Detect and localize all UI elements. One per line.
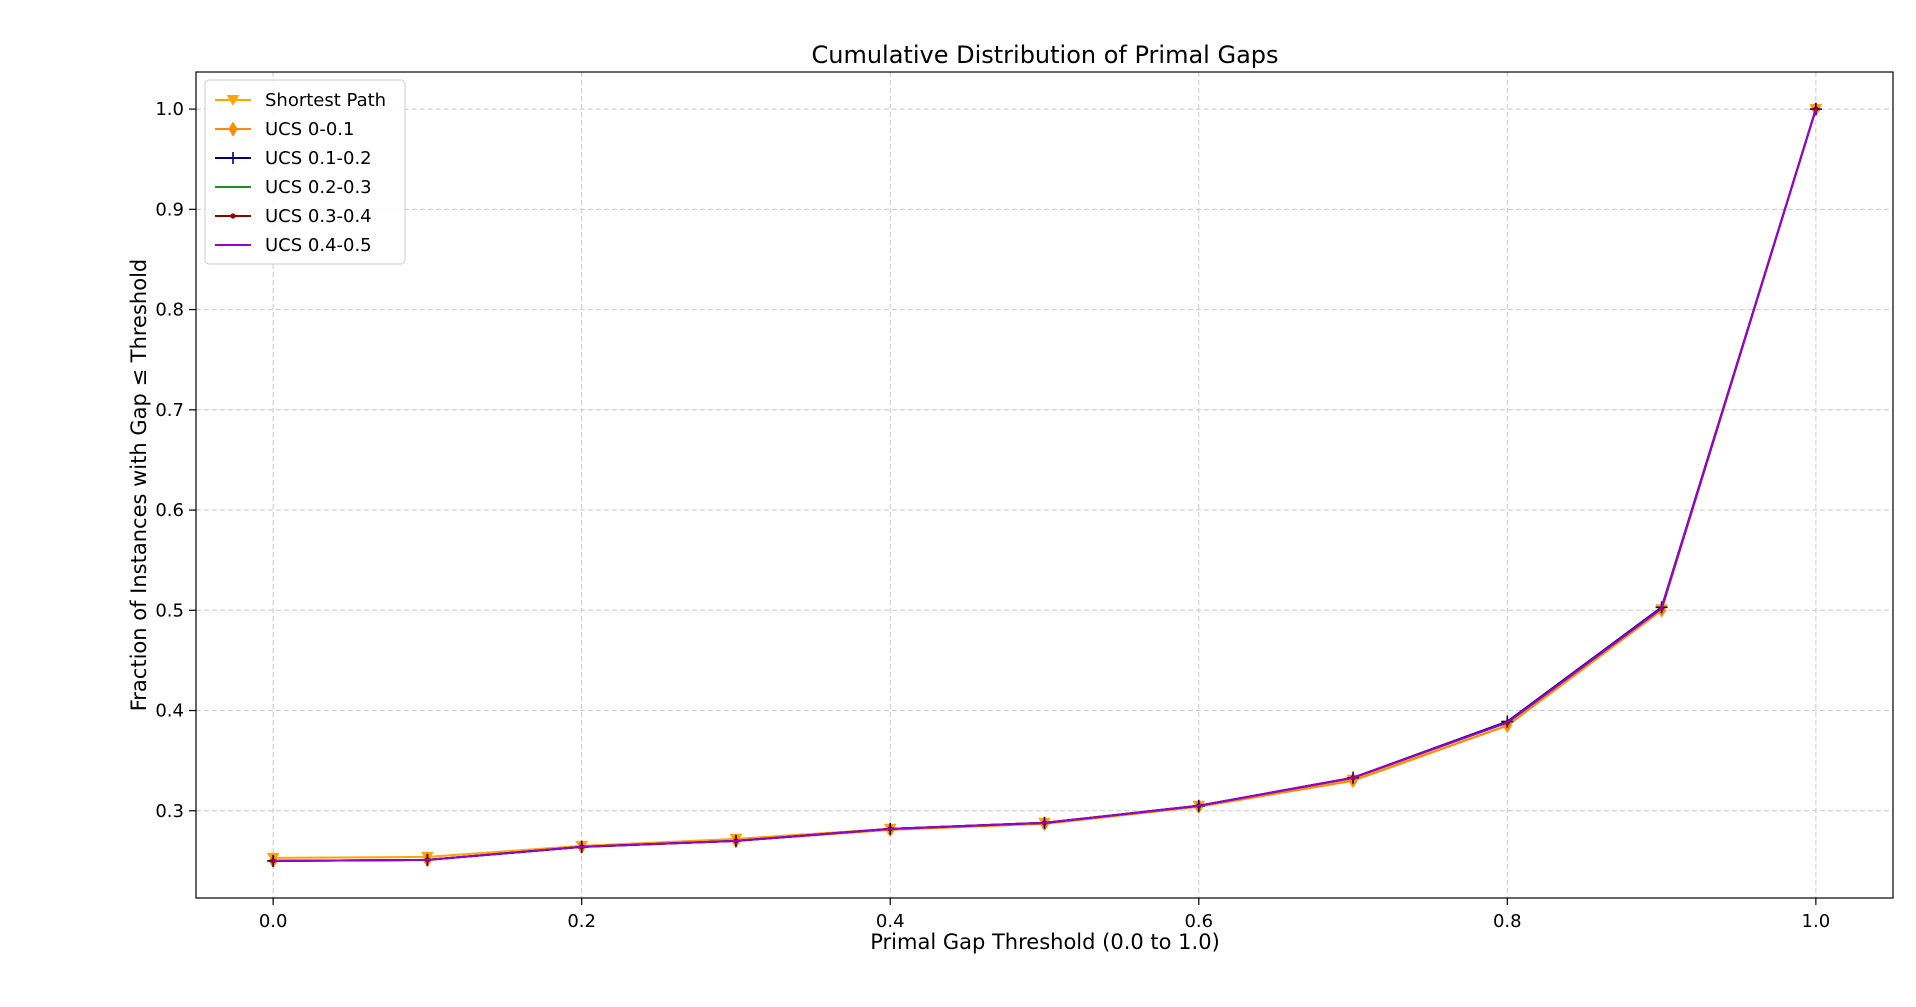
x-tick-label: 0.2: [567, 911, 596, 932]
y-tick-label: 1.0: [155, 99, 184, 120]
y-tick-label: 0.8: [155, 300, 184, 321]
y-tick-label: 0.6: [155, 500, 184, 521]
chart-title: Cumulative Distribution of Primal Gaps: [811, 41, 1278, 69]
y-tick-label: 0.4: [155, 701, 184, 722]
legend-box: [204, 79, 406, 265]
x-tick-label: 0.0: [259, 911, 288, 932]
legend-item-shortest-path: Shortest Path: [215, 90, 386, 111]
series-ucs-0-4-0-5: [273, 108, 1817, 862]
legend-label: UCS 0.1-0.2: [265, 148, 372, 169]
legend-marker: [230, 213, 236, 219]
y-tick-label: 0.7: [155, 400, 184, 421]
legend-marker: [227, 152, 239, 164]
y-tick-label: 0.9: [155, 199, 184, 220]
legend-item-ucs-0-3-0-4: UCS 0.3-0.4: [215, 206, 372, 227]
x-axis-label: Primal Gap Threshold (0.0 to 1.0): [870, 930, 1220, 954]
x-tick-label: 0.6: [1184, 911, 1213, 932]
y-tick-label: 0.5: [155, 600, 184, 621]
x-tick-label: 1.0: [1802, 911, 1831, 932]
legend-item-ucs-0-0-1: UCS 0-0.1: [215, 119, 354, 140]
legend-label: UCS 0.3-0.4: [265, 206, 372, 227]
axis-ticks: 0.0 0.2 0.4 0.6 0.8 1.0 0.3 0.4 0.5 0.6 0.7 0.8 0.9 1…: [155, 99, 1830, 932]
y-tick-label: 0.3: [155, 801, 184, 822]
legend-marker: [226, 94, 240, 106]
legend-label: UCS 0-0.1: [265, 119, 354, 140]
data-point-ucs-0-3-0-4: [270, 858, 276, 864]
legend-label: UCS 0.2-0.3: [265, 177, 372, 198]
x-tick-label: 0.8: [1493, 911, 1522, 932]
x-tick-label: 0.4: [876, 911, 905, 932]
legend-item-ucs-0-4-0-5: UCS 0.4-0.5: [215, 235, 372, 256]
grid: [196, 72, 1893, 898]
legend-label: Shortest Path: [265, 90, 386, 111]
legend-label: UCS 0.4-0.5: [265, 235, 372, 256]
plot-frame: [195, 71, 1894, 899]
legend: Shortest Path UCS 0-0.1 UCS 0.1-0.2 UCS 0.2…: [204, 79, 406, 265]
series-line-ucs-0-4-0-5: [273, 108, 1817, 862]
legend-item-ucs-0-1-0-2: UCS 0.1-0.2: [215, 148, 372, 169]
legend-marker: [228, 121, 238, 137]
y-axis-label: Fraction of Instances with Gap ≤ Thresho…: [127, 259, 151, 712]
plot-series: [266, 101, 1823, 869]
legend-item-ucs-0-2-0-3: UCS 0.2-0.3: [215, 177, 372, 198]
